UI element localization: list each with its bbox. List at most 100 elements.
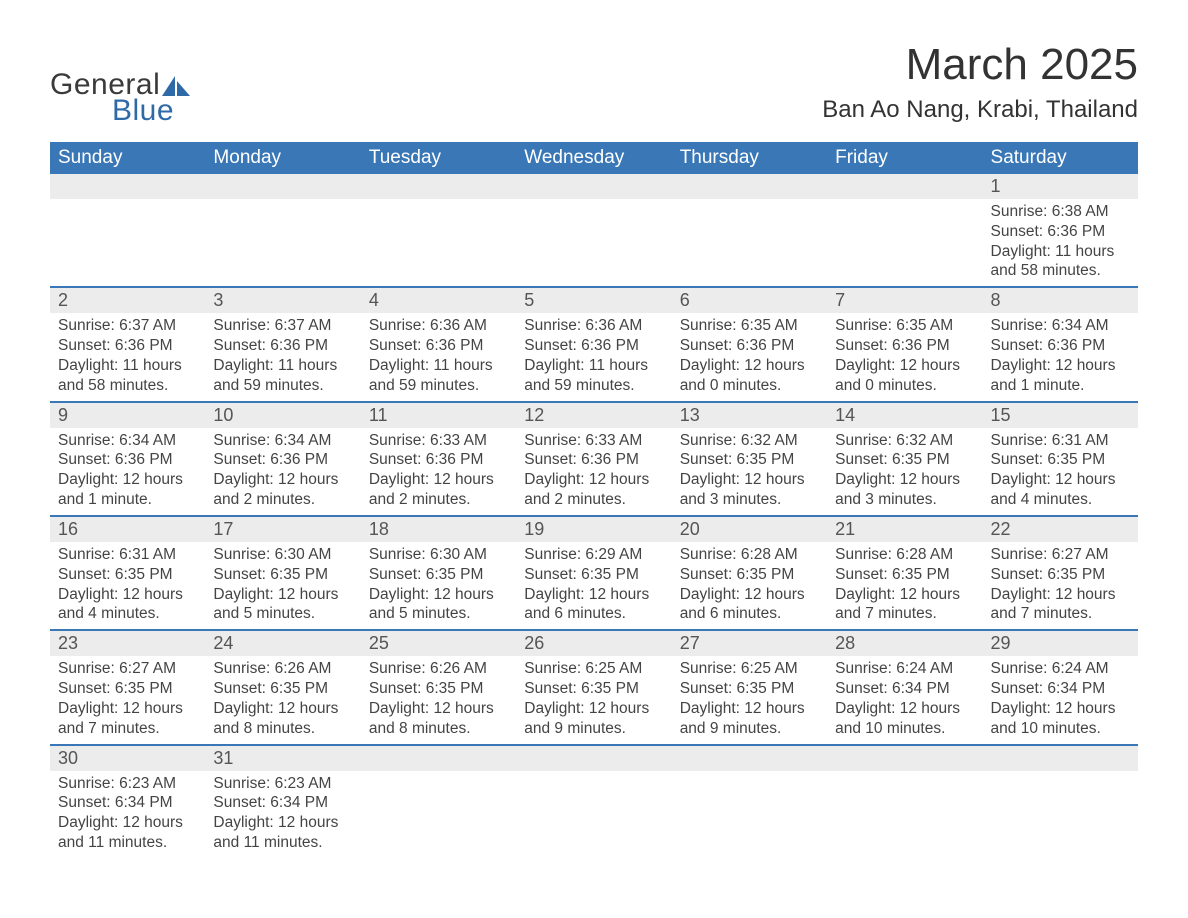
day-content-cell: Sunrise: 6:23 AMSunset: 6:34 PMDaylight:…	[50, 771, 205, 858]
day-number-cell: 17	[205, 516, 360, 542]
week-content-row: Sunrise: 6:34 AMSunset: 6:36 PMDaylight:…	[50, 428, 1138, 516]
week-daynum-row: 16171819202122	[50, 516, 1138, 542]
day-content-cell: Sunrise: 6:24 AMSunset: 6:34 PMDaylight:…	[827, 656, 982, 744]
week-daynum-row: 9101112131415	[50, 402, 1138, 428]
day-number-cell: 19	[516, 516, 671, 542]
day-number-cell: 27	[672, 630, 827, 656]
weekday-header: Sunday	[50, 142, 205, 174]
day-number-cell: 23	[50, 630, 205, 656]
day-number-cell: 1	[983, 174, 1138, 199]
day-number-cell: 3	[205, 287, 360, 313]
brand-logo: General Blue	[50, 40, 190, 128]
day-content-cell: Sunrise: 6:26 AMSunset: 6:35 PMDaylight:…	[205, 656, 360, 744]
day-content-cell	[827, 771, 982, 858]
day-content-cell: Sunrise: 6:36 AMSunset: 6:36 PMDaylight:…	[516, 313, 671, 401]
day-number-cell: 24	[205, 630, 360, 656]
day-number-cell	[516, 745, 671, 771]
day-content-cell	[50, 199, 205, 287]
weekday-header: Wednesday	[516, 142, 671, 174]
day-content-cell	[205, 199, 360, 287]
day-content-cell	[516, 771, 671, 858]
day-number-cell	[827, 174, 982, 199]
day-number-cell: 8	[983, 287, 1138, 313]
day-number-cell	[672, 745, 827, 771]
day-content-cell: Sunrise: 6:28 AMSunset: 6:35 PMDaylight:…	[827, 542, 982, 630]
calendar-table: Sunday Monday Tuesday Wednesday Thursday…	[50, 142, 1138, 858]
day-number-cell: 30	[50, 745, 205, 771]
day-content-cell: Sunrise: 6:31 AMSunset: 6:35 PMDaylight:…	[983, 428, 1138, 516]
day-content-cell: Sunrise: 6:31 AMSunset: 6:35 PMDaylight:…	[50, 542, 205, 630]
week-content-row: Sunrise: 6:27 AMSunset: 6:35 PMDaylight:…	[50, 656, 1138, 744]
day-content-cell: Sunrise: 6:29 AMSunset: 6:35 PMDaylight:…	[516, 542, 671, 630]
day-number-cell: 11	[361, 402, 516, 428]
weekday-header: Saturday	[983, 142, 1138, 174]
day-number-cell	[361, 174, 516, 199]
day-content-cell: Sunrise: 6:32 AMSunset: 6:35 PMDaylight:…	[827, 428, 982, 516]
day-content-cell: Sunrise: 6:33 AMSunset: 6:36 PMDaylight:…	[361, 428, 516, 516]
day-number-cell: 29	[983, 630, 1138, 656]
day-number-cell: 6	[672, 287, 827, 313]
day-content-cell: Sunrise: 6:27 AMSunset: 6:35 PMDaylight:…	[50, 656, 205, 744]
day-number-cell: 5	[516, 287, 671, 313]
day-content-cell: Sunrise: 6:23 AMSunset: 6:34 PMDaylight:…	[205, 771, 360, 858]
day-number-cell	[983, 745, 1138, 771]
day-number-cell: 4	[361, 287, 516, 313]
weekday-header: Thursday	[672, 142, 827, 174]
day-content-cell: Sunrise: 6:25 AMSunset: 6:35 PMDaylight:…	[672, 656, 827, 744]
sail-icon	[162, 74, 190, 96]
day-number-cell: 26	[516, 630, 671, 656]
day-content-cell: Sunrise: 6:37 AMSunset: 6:36 PMDaylight:…	[205, 313, 360, 401]
week-content-row: Sunrise: 6:31 AMSunset: 6:35 PMDaylight:…	[50, 542, 1138, 630]
week-daynum-row: 23242526272829	[50, 630, 1138, 656]
day-number-cell: 7	[827, 287, 982, 313]
day-number-cell: 10	[205, 402, 360, 428]
day-number-cell: 9	[50, 402, 205, 428]
day-content-cell	[983, 771, 1138, 858]
location-subtitle: Ban Ao Nang, Krabi, Thailand	[822, 96, 1138, 124]
day-number-cell: 31	[205, 745, 360, 771]
day-content-cell	[361, 771, 516, 858]
day-content-cell: Sunrise: 6:32 AMSunset: 6:35 PMDaylight:…	[672, 428, 827, 516]
day-number-cell: 13	[672, 402, 827, 428]
day-content-cell: Sunrise: 6:38 AMSunset: 6:36 PMDaylight:…	[983, 199, 1138, 287]
day-number-cell: 25	[361, 630, 516, 656]
week-daynum-row: 1	[50, 174, 1138, 199]
day-content-cell	[516, 199, 671, 287]
day-number-cell: 2	[50, 287, 205, 313]
day-content-cell	[672, 199, 827, 287]
brand-word2: Blue	[112, 94, 174, 128]
day-content-cell	[361, 199, 516, 287]
day-number-cell: 15	[983, 402, 1138, 428]
day-number-cell: 12	[516, 402, 671, 428]
weekday-header: Tuesday	[361, 142, 516, 174]
title-block: March 2025 Ban Ao Nang, Krabi, Thailand	[822, 40, 1138, 134]
day-content-cell: Sunrise: 6:26 AMSunset: 6:35 PMDaylight:…	[361, 656, 516, 744]
day-number-cell: 14	[827, 402, 982, 428]
day-content-cell: Sunrise: 6:27 AMSunset: 6:35 PMDaylight:…	[983, 542, 1138, 630]
day-content-cell: Sunrise: 6:24 AMSunset: 6:34 PMDaylight:…	[983, 656, 1138, 744]
day-number-cell: 20	[672, 516, 827, 542]
day-content-cell: Sunrise: 6:25 AMSunset: 6:35 PMDaylight:…	[516, 656, 671, 744]
day-number-cell: 22	[983, 516, 1138, 542]
day-number-cell	[205, 174, 360, 199]
day-content-cell: Sunrise: 6:34 AMSunset: 6:36 PMDaylight:…	[983, 313, 1138, 401]
day-content-cell: Sunrise: 6:33 AMSunset: 6:36 PMDaylight:…	[516, 428, 671, 516]
day-number-cell	[672, 174, 827, 199]
day-content-cell: Sunrise: 6:35 AMSunset: 6:36 PMDaylight:…	[672, 313, 827, 401]
day-content-cell	[827, 199, 982, 287]
day-number-cell: 28	[827, 630, 982, 656]
day-content-cell: Sunrise: 6:37 AMSunset: 6:36 PMDaylight:…	[50, 313, 205, 401]
day-content-cell: Sunrise: 6:34 AMSunset: 6:36 PMDaylight:…	[205, 428, 360, 516]
day-number-cell: 16	[50, 516, 205, 542]
week-content-row: Sunrise: 6:23 AMSunset: 6:34 PMDaylight:…	[50, 771, 1138, 858]
weekday-header: Friday	[827, 142, 982, 174]
day-number-cell	[516, 174, 671, 199]
day-content-cell: Sunrise: 6:30 AMSunset: 6:35 PMDaylight:…	[361, 542, 516, 630]
month-title: March 2025	[822, 40, 1138, 90]
day-content-cell: Sunrise: 6:34 AMSunset: 6:36 PMDaylight:…	[50, 428, 205, 516]
calendar-header-row: Sunday Monday Tuesday Wednesday Thursday…	[50, 142, 1138, 174]
week-daynum-row: 2345678	[50, 287, 1138, 313]
weekday-header: Monday	[205, 142, 360, 174]
day-content-cell: Sunrise: 6:28 AMSunset: 6:35 PMDaylight:…	[672, 542, 827, 630]
week-content-row: Sunrise: 6:37 AMSunset: 6:36 PMDaylight:…	[50, 313, 1138, 401]
